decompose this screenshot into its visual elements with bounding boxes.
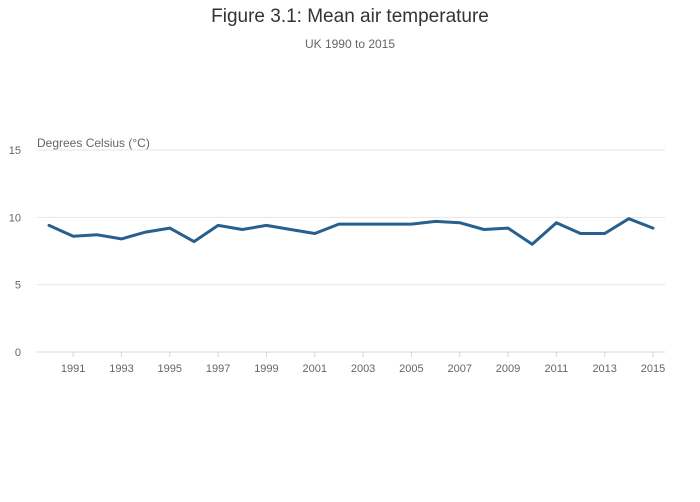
- data-point[interactable]: [46, 222, 52, 228]
- x-tick-label: 1995: [158, 363, 182, 375]
- y-tick-label: 10: [9, 212, 21, 224]
- chart-subtitle: UK 1990 to 2015: [304, 37, 396, 51]
- data-point[interactable]: [167, 225, 173, 231]
- data-point[interactable]: [505, 225, 511, 231]
- data-point[interactable]: [578, 230, 584, 236]
- data-point[interactable]: [384, 221, 390, 227]
- chart-title: Figure 3.1: Mean air temperature: [211, 6, 489, 27]
- series-line: [47, 217, 655, 246]
- data-point[interactable]: [457, 220, 463, 226]
- data-point[interactable]: [529, 241, 535, 247]
- x-tick-label: 2013: [592, 363, 616, 375]
- data-point[interactable]: [553, 220, 559, 226]
- x-tick-label: 2009: [496, 363, 520, 375]
- x-tick-label: 2011: [545, 363, 569, 375]
- data-point[interactable]: [70, 233, 76, 239]
- data-point[interactable]: [312, 230, 318, 236]
- x-tick-label: 2015: [641, 363, 665, 375]
- data-point[interactable]: [288, 226, 294, 232]
- data-point[interactable]: [263, 222, 269, 228]
- data-point[interactable]: [336, 221, 342, 227]
- x-tick-label: 2007: [447, 363, 471, 375]
- data-point[interactable]: [239, 226, 245, 232]
- x-tick-label: 2003: [351, 363, 375, 375]
- y-tick-label: 15: [9, 145, 21, 157]
- data-point[interactable]: [191, 239, 197, 245]
- data-point[interactable]: [602, 230, 608, 236]
- x-tick-label: 1997: [206, 363, 230, 375]
- y-axis-label: Degrees Celsius (°C): [37, 136, 150, 150]
- x-tick-label: 1991: [61, 363, 85, 375]
- data-point[interactable]: [143, 229, 149, 235]
- y-tick-label: 5: [15, 280, 21, 292]
- x-tick-label: 2005: [399, 363, 423, 375]
- data-point[interactable]: [118, 236, 124, 242]
- data-point[interactable]: [481, 226, 487, 232]
- x-tick-label: 1999: [254, 363, 278, 375]
- x-tick-label: 2001: [303, 363, 327, 375]
- data-point[interactable]: [408, 221, 414, 227]
- data-point[interactable]: [626, 216, 632, 222]
- x-tick-label: 1993: [109, 363, 133, 375]
- data-point[interactable]: [433, 218, 439, 224]
- data-point[interactable]: [650, 225, 656, 231]
- y-tick-label: 0: [15, 347, 21, 359]
- data-point[interactable]: [94, 232, 100, 238]
- data-point[interactable]: [360, 221, 366, 227]
- data-point[interactable]: [215, 222, 221, 228]
